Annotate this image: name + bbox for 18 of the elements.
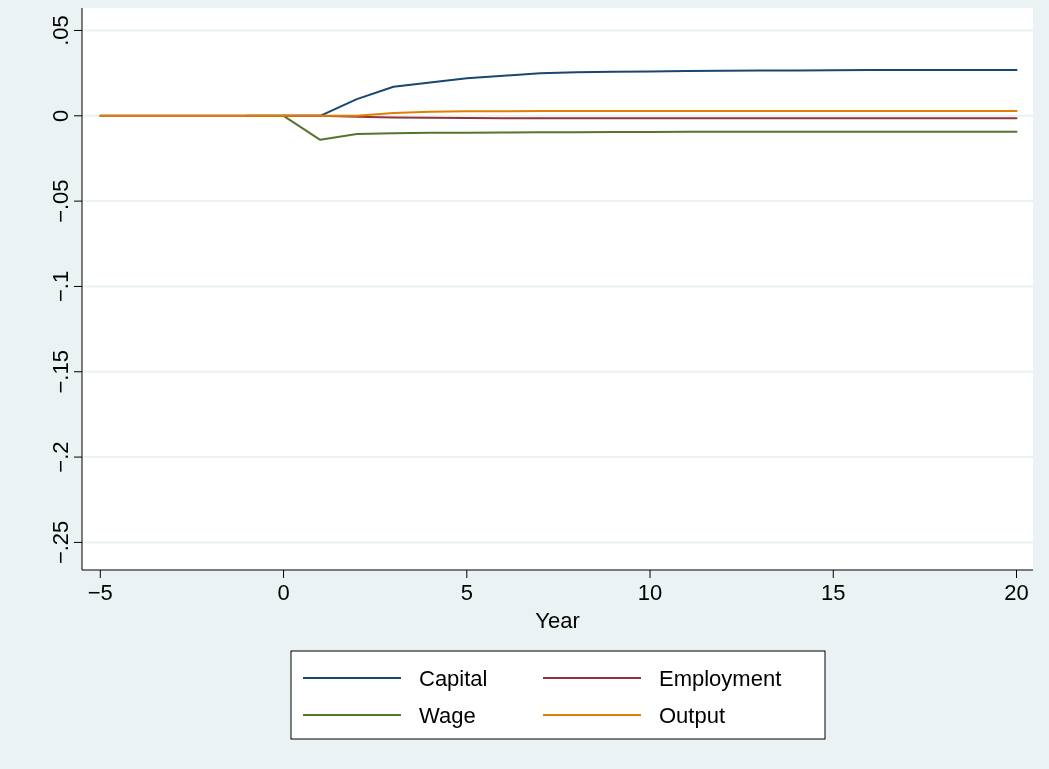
x-axis-title: Year	[535, 608, 580, 633]
y-tick-label: 0	[48, 109, 73, 122]
x-tick-label: −5	[87, 580, 113, 605]
x-tick-label: 10	[637, 580, 663, 605]
x-tick-label: 20	[1004, 580, 1029, 605]
y-tick-label: −.2	[48, 441, 73, 473]
x-tick-label: 15	[821, 580, 846, 605]
legend-label: Employment	[659, 666, 782, 691]
legend-label: Capital	[419, 666, 488, 691]
y-tick-label: .05	[48, 15, 73, 46]
y-tick-label: −.05	[48, 179, 73, 223]
legend-label: Output	[659, 703, 726, 728]
y-tick-label: −.25	[48, 520, 73, 565]
x-tick-label: 5	[460, 580, 473, 605]
y-tick-label: −.1	[48, 270, 73, 303]
legend-label: Wage	[419, 703, 476, 728]
x-tick-label: 0	[277, 580, 290, 605]
y-tick-label: −.15	[48, 350, 73, 394]
